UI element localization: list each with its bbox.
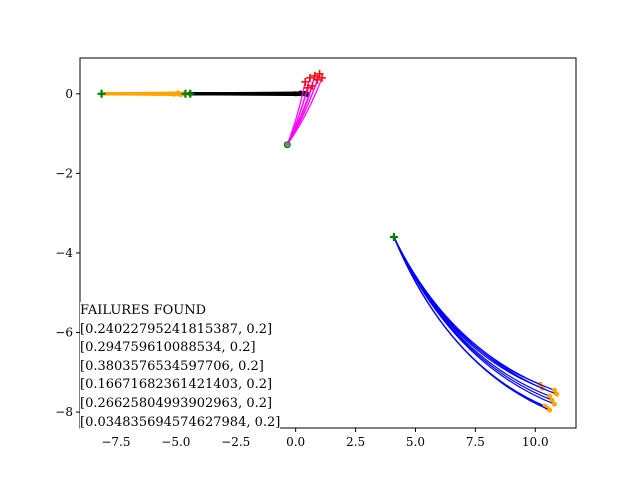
end-marker (313, 75, 322, 84)
trajectory-line (286, 87, 309, 145)
y-tick-label: −6 (55, 326, 73, 340)
x-tick-label: 7.5 (466, 435, 485, 449)
start-circle-marker (283, 141, 291, 149)
end-marker (551, 401, 557, 407)
end-marker (551, 387, 557, 393)
x-tick-label: −5.0 (161, 435, 190, 449)
failures-heading: FAILURES FOUND (80, 302, 281, 321)
plot-frame (79, 57, 577, 429)
trajectory-line (393, 236, 550, 397)
trajectory-group-orange (101, 90, 186, 98)
x-tick-label: −7.5 (101, 435, 130, 449)
x-tick-label: −2.5 (221, 435, 250, 449)
trajectory-line (393, 236, 541, 385)
failure-line: [0.294759610088534, 0.2] (80, 339, 281, 358)
x-tick-label: 0.0 (286, 435, 305, 449)
failure-line: [0.3803576534597706, 0.2] (80, 357, 281, 377)
x-tick-label: 5.0 (406, 435, 425, 449)
end-marker (554, 391, 560, 397)
trajectory-group-blue (393, 236, 560, 413)
x-axis: −7.5 −5.0 −2.5 0.0 2.5 5.0 7.5 10.0 (101, 428, 549, 449)
trajectory-line (393, 236, 543, 389)
x-tick-label: 2.5 (346, 435, 365, 449)
trajectory-line (393, 236, 553, 401)
failure-line: [0.26625804993902963, 0.2] (80, 394, 281, 414)
failures-annotation: FAILURES FOUND [0.24022795241815387, 0.2… (80, 302, 281, 433)
end-marker (318, 73, 327, 82)
y-axis: 0 −2 −4 −6 −8 (55, 87, 80, 419)
y-tick-label: −2 (55, 166, 73, 180)
trajectory-line (393, 236, 555, 391)
failure-line: [0.24022795241815387, 0.2] (80, 320, 281, 340)
trajectory-line (393, 236, 550, 411)
end-marker (303, 83, 312, 92)
x-tick-label: 10.0 (522, 435, 549, 449)
end-marker (547, 393, 553, 399)
y-tick-label: 0 (65, 87, 73, 101)
end-marker (549, 397, 555, 403)
start-marker (97, 89, 106, 98)
trajectory-group-black (187, 90, 311, 98)
start-marker (186, 89, 195, 98)
trajectory-group-magenta (286, 69, 327, 146)
y-tick-label: −4 (55, 246, 73, 260)
start-marker (389, 233, 398, 242)
end-marker (547, 407, 553, 413)
trajectory-line (393, 236, 558, 395)
y-tick-label: −8 (55, 405, 73, 419)
trajectory-line (393, 236, 555, 405)
trajectory-line (393, 236, 546, 407)
plot-content (97, 69, 560, 413)
end-marker (306, 73, 315, 82)
failure-line: [0.034835694574627984, 0.2] (80, 413, 281, 433)
trajectory-line (286, 77, 323, 146)
failure-line: [0.16671682361421403, 0.2] (80, 376, 281, 395)
end-marker (301, 77, 310, 86)
trajectory-line (393, 236, 548, 409)
end-marker (170, 91, 176, 97)
